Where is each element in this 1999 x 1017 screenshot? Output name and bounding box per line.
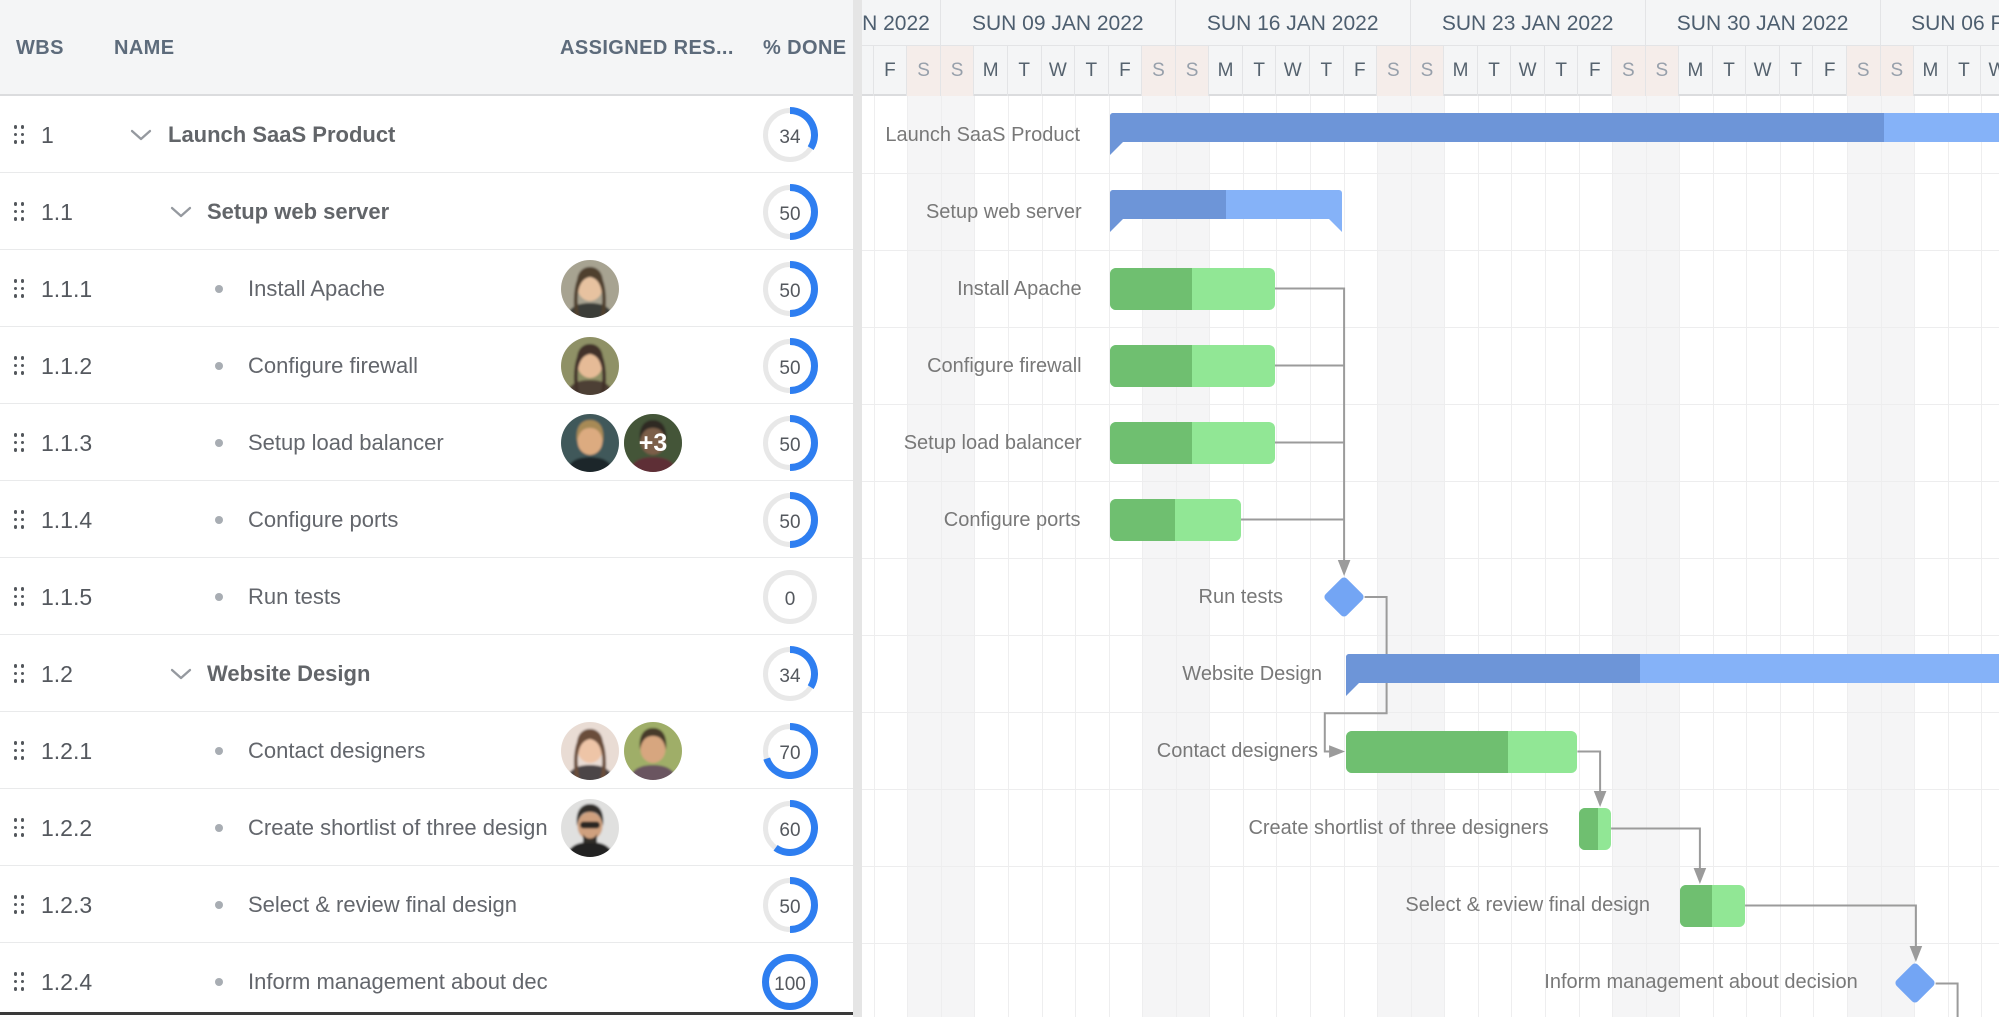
svg-text:50: 50 xyxy=(779,897,800,918)
svg-text:50: 50 xyxy=(779,435,800,456)
svg-text:50: 50 xyxy=(779,281,800,302)
svg-text:0: 0 xyxy=(784,589,795,610)
svg-text:+3: +3 xyxy=(638,429,667,457)
svg-text:70: 70 xyxy=(779,743,800,764)
svg-text:34: 34 xyxy=(779,666,801,687)
svg-text:50: 50 xyxy=(779,204,800,225)
svg-text:50: 50 xyxy=(779,358,800,379)
svg-text:34: 34 xyxy=(779,127,801,148)
svg-text:50: 50 xyxy=(779,512,800,533)
svg-text:60: 60 xyxy=(779,820,800,841)
svg-text:100: 100 xyxy=(774,974,806,995)
